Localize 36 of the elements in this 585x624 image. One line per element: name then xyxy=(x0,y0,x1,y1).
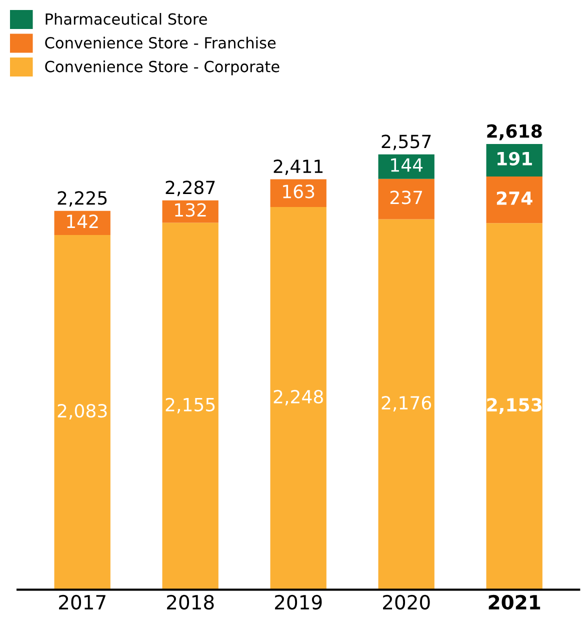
bar xyxy=(54,235,110,590)
bar xyxy=(54,210,110,236)
bar xyxy=(270,179,326,207)
data-label: 163 xyxy=(283,184,314,198)
data-label: 144 xyxy=(391,158,423,172)
x-tick-label: 2019 xyxy=(275,594,322,610)
data-label: 274 xyxy=(496,191,532,205)
total-label: 2,618 xyxy=(487,124,542,140)
legend-label: Pharmaceutical Store xyxy=(46,12,207,25)
bar xyxy=(378,154,434,179)
legend-label: Convenience Store - Franchise xyxy=(45,36,276,49)
data-label: 2,155 xyxy=(166,398,215,414)
total-label: 2,411 xyxy=(274,160,323,175)
bar xyxy=(486,176,542,224)
data-label: 191 xyxy=(498,152,532,166)
total-label: 2,287 xyxy=(166,180,215,196)
data-label: 2,176 xyxy=(382,396,432,412)
legend-label: Convenience Store - Corporate xyxy=(45,60,280,76)
data-label: 2,083 xyxy=(58,404,107,420)
x-tick-label: 2021 xyxy=(488,594,540,610)
x-tick-label: 2020 xyxy=(383,594,430,610)
data-label: 132 xyxy=(175,203,206,217)
data-label: 2,153 xyxy=(487,398,542,414)
bar xyxy=(270,206,326,590)
data-label: 237 xyxy=(390,190,422,204)
total-label: 2,225 xyxy=(58,191,107,207)
x-tick-label: 2017 xyxy=(59,594,106,610)
x-tick-label: 2018 xyxy=(167,594,214,610)
bar xyxy=(378,178,434,220)
bar xyxy=(162,222,218,590)
total-label: 2,557 xyxy=(382,134,431,150)
data-label: 142 xyxy=(67,214,98,228)
bar xyxy=(378,219,434,590)
bar xyxy=(162,200,218,223)
bar xyxy=(486,223,542,590)
data-label: 2,248 xyxy=(274,390,323,406)
